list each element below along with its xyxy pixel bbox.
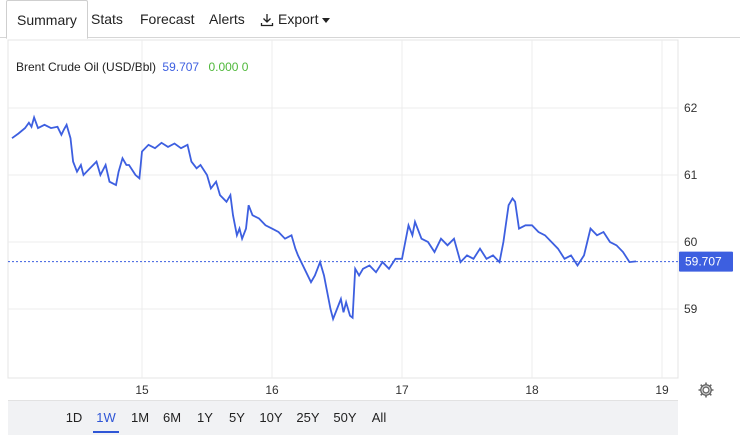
chevron-down-icon [322,17,331,23]
chart-title: Brent Crude Oil (USD/Bbl) 59.707 0.000 0 [16,60,248,74]
y-tick-label: 59 [684,302,698,316]
tab-summary[interactable]: Summary [6,0,88,39]
range-button-10y[interactable]: 10Y [259,410,283,425]
tab-stats[interactable]: Stats [91,11,123,27]
y-tick-label: 62 [684,101,698,115]
last-price-label: 59.707 [685,255,722,269]
tab-forecast[interactable]: Forecast [140,11,195,27]
y-tick-label: 60 [684,235,698,249]
x-tick-label: 15 [135,383,149,397]
range-button-25y[interactable]: 25Y [296,410,320,425]
tab-alerts[interactable]: Alerts [209,11,245,27]
current-price: 59.707 [162,60,200,74]
last-price-badge [679,251,733,272]
download-icon [260,14,274,27]
x-tick-label: 19 [655,383,669,397]
plot-frame [7,39,679,379]
instrument-name: Brent Crude Oil (USD/Bbl) [16,60,157,74]
price-change: 0.000 0 [208,60,249,74]
x-tick-label: 17 [395,383,409,397]
range-button-1y[interactable]: 1Y [197,410,213,425]
range-button-1m[interactable]: 1M [130,410,150,425]
x-tick-label: 18 [525,383,539,397]
range-button-6m[interactable]: 6M [162,410,182,425]
export-button[interactable]: Export [260,0,331,38]
range-button-50y[interactable]: 50Y [333,410,357,425]
range-button-all[interactable]: All [371,410,387,425]
y-tick-label: 61 [684,168,698,182]
range-button-5y[interactable]: 5Y [229,410,245,425]
range-button-1w[interactable]: 1W [93,401,119,433]
range-selector: 1D 1W 1M 6M 1Y 5Y 10Y 25Y 50Y All [8,400,678,435]
export-label: Export [278,11,319,27]
price-series-line [11,114,637,322]
range-button-1d[interactable]: 1D [65,410,83,425]
tab-bar: Summary Stats Forecast Alerts Export [0,0,740,39]
x-tick-label: 16 [265,383,279,397]
gear-icon[interactable] [697,381,715,399]
